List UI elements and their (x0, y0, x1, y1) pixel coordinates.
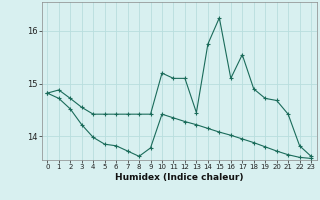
X-axis label: Humidex (Indice chaleur): Humidex (Indice chaleur) (115, 173, 244, 182)
